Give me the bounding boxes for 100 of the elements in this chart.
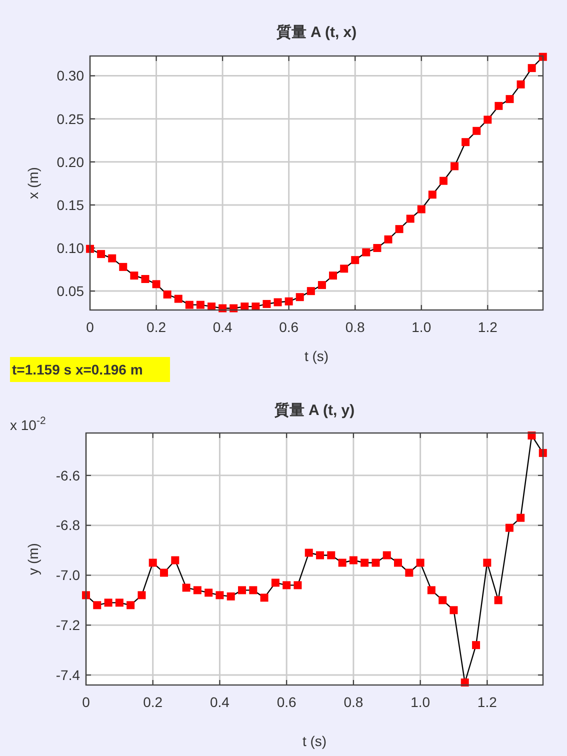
y-axis-title: x (m) <box>25 167 41 199</box>
point <box>171 556 180 564</box>
point <box>108 254 116 262</box>
point <box>416 558 424 567</box>
point <box>271 578 280 587</box>
y-tick-label: -7.2 <box>56 617 80 634</box>
y-tick-label: 0.30 <box>56 68 84 84</box>
point <box>115 598 124 607</box>
point <box>318 281 326 290</box>
text: x 10$^{-2}$ <box>10 414 46 433</box>
point <box>528 64 536 72</box>
point <box>516 514 525 522</box>
point <box>462 138 470 146</box>
point <box>249 586 258 594</box>
point <box>282 581 291 590</box>
point <box>216 591 224 600</box>
x-axis-title: t (s) <box>302 733 327 749</box>
point <box>406 214 414 223</box>
point <box>360 558 369 567</box>
point <box>163 290 172 298</box>
point <box>362 248 370 256</box>
point <box>306 287 315 296</box>
point <box>438 596 447 604</box>
point <box>294 581 302 590</box>
point <box>130 272 138 280</box>
x-tick-label: 0.6 <box>276 694 297 710</box>
point <box>218 304 227 312</box>
y-tick-label: 0.15 <box>56 196 84 213</box>
point <box>329 272 338 280</box>
point <box>93 601 102 610</box>
point <box>193 586 202 594</box>
x-tick-label: 0.6 <box>279 319 299 335</box>
x-tick-label: 0 <box>82 694 90 710</box>
x-tick-label: 1.2 <box>478 319 498 335</box>
point <box>349 556 358 564</box>
point <box>472 641 480 650</box>
point <box>304 548 313 557</box>
point <box>351 256 360 264</box>
chart-title: 質量 A (t, x) <box>275 23 357 41</box>
point <box>174 294 182 303</box>
point <box>483 558 492 567</box>
point <box>182 584 190 592</box>
point <box>382 551 391 560</box>
y-tick-label: -7.4 <box>56 666 80 683</box>
point <box>494 596 502 604</box>
point <box>516 80 525 88</box>
point <box>97 250 106 258</box>
point <box>152 280 160 288</box>
point <box>417 205 426 214</box>
text: t=1.159 s x=0.196 m <box>12 361 143 378</box>
y-tick-label: 0.25 <box>56 110 84 127</box>
point <box>327 551 336 560</box>
y-axis-title: y (m) <box>25 543 41 575</box>
x-tick-label: 0.2 <box>143 694 163 710</box>
point <box>439 176 448 185</box>
point <box>340 264 348 273</box>
x-tick-label: 0.8 <box>345 319 366 335</box>
point <box>126 601 135 610</box>
point <box>395 225 404 234</box>
point <box>119 262 128 271</box>
x-tick-label: 0.4 <box>212 319 232 335</box>
point <box>260 594 268 602</box>
point <box>405 568 414 577</box>
point <box>238 586 246 594</box>
point <box>494 102 503 110</box>
x-tick-label: 1.0 <box>412 319 432 335</box>
point <box>372 558 380 567</box>
point <box>185 300 194 309</box>
x-tick-label: 1.2 <box>477 694 498 710</box>
x-tick-label: 0 <box>86 319 94 335</box>
point <box>274 298 282 306</box>
point <box>450 606 458 614</box>
point <box>196 300 204 309</box>
x-tick-label: 0.2 <box>146 319 166 335</box>
y-tick-label: -6.8 <box>56 517 80 534</box>
y-tick-label: 0.10 <box>56 240 84 256</box>
point <box>427 586 436 594</box>
point <box>262 300 271 308</box>
y-tick-label: -7.0 <box>56 567 80 584</box>
point <box>450 162 459 170</box>
point <box>148 558 157 567</box>
point <box>160 568 168 577</box>
point <box>506 95 514 104</box>
point <box>484 116 492 124</box>
point <box>394 558 402 567</box>
point <box>104 598 112 607</box>
point <box>141 275 150 284</box>
y-tick-label: 0.05 <box>56 282 84 299</box>
y-tick-label: -6.6 <box>56 467 80 484</box>
x-tick-label: 0.4 <box>210 694 230 710</box>
point <box>428 190 436 199</box>
point <box>284 297 293 306</box>
point <box>338 558 346 567</box>
point <box>384 235 392 244</box>
x-tick-label: 0.8 <box>344 694 364 710</box>
chart-title: 質量 A (t, y) <box>273 401 355 419</box>
point <box>505 524 514 532</box>
point <box>316 551 324 560</box>
y-tick-label: 0.20 <box>56 154 84 170</box>
x-tick-label: 1.0 <box>410 694 430 710</box>
